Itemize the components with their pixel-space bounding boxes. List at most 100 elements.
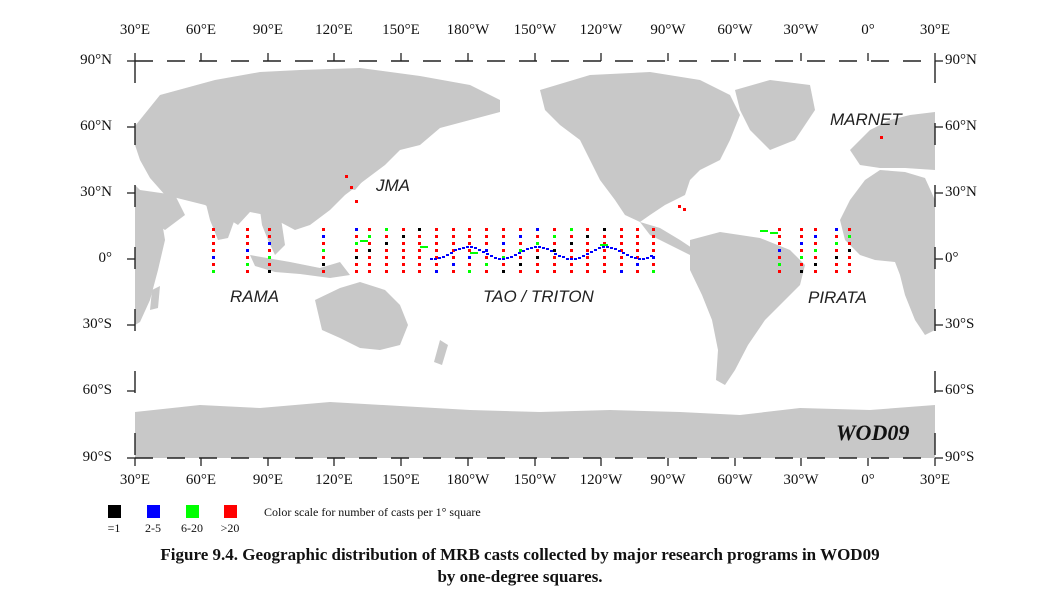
legend-item: =1 <box>94 505 134 536</box>
cast-square <box>268 249 271 252</box>
cast-square <box>620 228 623 231</box>
cast-square <box>478 249 481 251</box>
cast-square <box>536 235 539 238</box>
cast-square <box>485 242 488 245</box>
cast-square <box>385 256 388 259</box>
cast-square <box>268 228 271 231</box>
longitude-label: 150°E <box>382 22 420 38</box>
cast-square <box>636 235 639 238</box>
cast-square <box>586 263 589 266</box>
cast-square <box>553 242 556 245</box>
cast-square <box>536 256 539 259</box>
cast-square <box>212 263 215 266</box>
cast-square <box>420 246 428 248</box>
cast-square <box>502 228 505 231</box>
cast-squares <box>212 136 883 273</box>
cast-square <box>760 230 768 232</box>
longitude-label: 180°W <box>446 22 490 38</box>
cast-square <box>402 256 405 259</box>
cast-square <box>570 256 573 259</box>
cast-square <box>590 251 593 253</box>
cast-square <box>485 270 488 273</box>
cast-square <box>578 257 581 259</box>
cast-square <box>602 246 605 248</box>
cast-square <box>322 242 325 245</box>
cast-square <box>620 242 623 245</box>
cast-square <box>502 263 505 266</box>
cast-square <box>652 228 655 231</box>
cast-square <box>322 249 325 252</box>
frame-ticks <box>127 53 943 466</box>
africa-east <box>135 185 165 325</box>
cast-square <box>368 249 371 252</box>
cast-square <box>485 263 488 266</box>
latitude-label: 30°S <box>82 316 112 332</box>
cast-square <box>586 249 589 252</box>
cast-square <box>355 200 358 203</box>
cast-square <box>778 235 781 238</box>
cast-square <box>355 242 358 245</box>
south-america <box>690 232 805 385</box>
label-marnet: MARNET <box>830 110 902 129</box>
latitude-label: 90°S <box>82 449 112 465</box>
cast-square <box>435 249 438 252</box>
dataset-label: WOD09 <box>836 420 910 445</box>
cast-square <box>246 263 249 266</box>
latitude-label: 30°S <box>945 316 975 332</box>
cast-square <box>636 270 639 273</box>
cast-square <box>636 249 639 252</box>
cast-square <box>322 228 325 231</box>
cast-square <box>468 235 471 238</box>
cast-square <box>652 249 655 252</box>
longitude-label: 0° <box>861 22 875 38</box>
longitude-label: 120°E <box>315 472 353 488</box>
longitude-label: 150°E <box>382 472 420 488</box>
cast-square <box>652 256 655 259</box>
land-masses <box>135 68 935 458</box>
cast-square <box>848 249 851 252</box>
cast-square <box>418 263 421 266</box>
japan <box>345 160 368 190</box>
cast-square <box>402 270 405 273</box>
cast-square <box>402 242 405 245</box>
cast-square <box>880 136 883 139</box>
cast-square <box>452 235 455 238</box>
cast-square <box>468 249 471 252</box>
cast-square <box>636 242 639 245</box>
cast-square <box>368 256 371 259</box>
cast-square <box>603 263 606 266</box>
eurasia <box>135 68 500 230</box>
indonesia <box>250 255 350 278</box>
cast-square <box>652 263 655 266</box>
cast-square <box>778 270 781 273</box>
cast-square <box>800 256 803 259</box>
cast-square <box>435 242 438 245</box>
cast-square <box>800 249 803 252</box>
latitude-label: 90°S <box>945 449 975 465</box>
cast-square <box>268 263 271 266</box>
cast-square <box>618 250 621 252</box>
cast-square <box>482 251 485 253</box>
cast-square <box>468 242 471 245</box>
cast-square <box>778 242 781 245</box>
cast-square <box>502 256 505 259</box>
latitude-label: 90°N <box>80 52 112 68</box>
cast-square <box>435 235 438 238</box>
cast-square <box>268 256 271 259</box>
cast-square <box>594 249 597 251</box>
cast-square <box>212 228 215 231</box>
europe <box>850 112 935 170</box>
cast-square <box>835 256 838 259</box>
cast-square <box>553 249 556 252</box>
cast-square <box>468 263 471 266</box>
cast-square <box>603 235 606 238</box>
cast-square <box>558 255 561 257</box>
cast-square <box>848 270 851 273</box>
cast-square <box>636 263 639 266</box>
cast-square <box>268 270 271 273</box>
legend-item: 2-5 <box>133 505 173 536</box>
cast-square <box>678 205 681 208</box>
latitude-label: 90°N <box>945 52 977 68</box>
cast-square <box>814 228 817 231</box>
central-america <box>640 222 695 255</box>
